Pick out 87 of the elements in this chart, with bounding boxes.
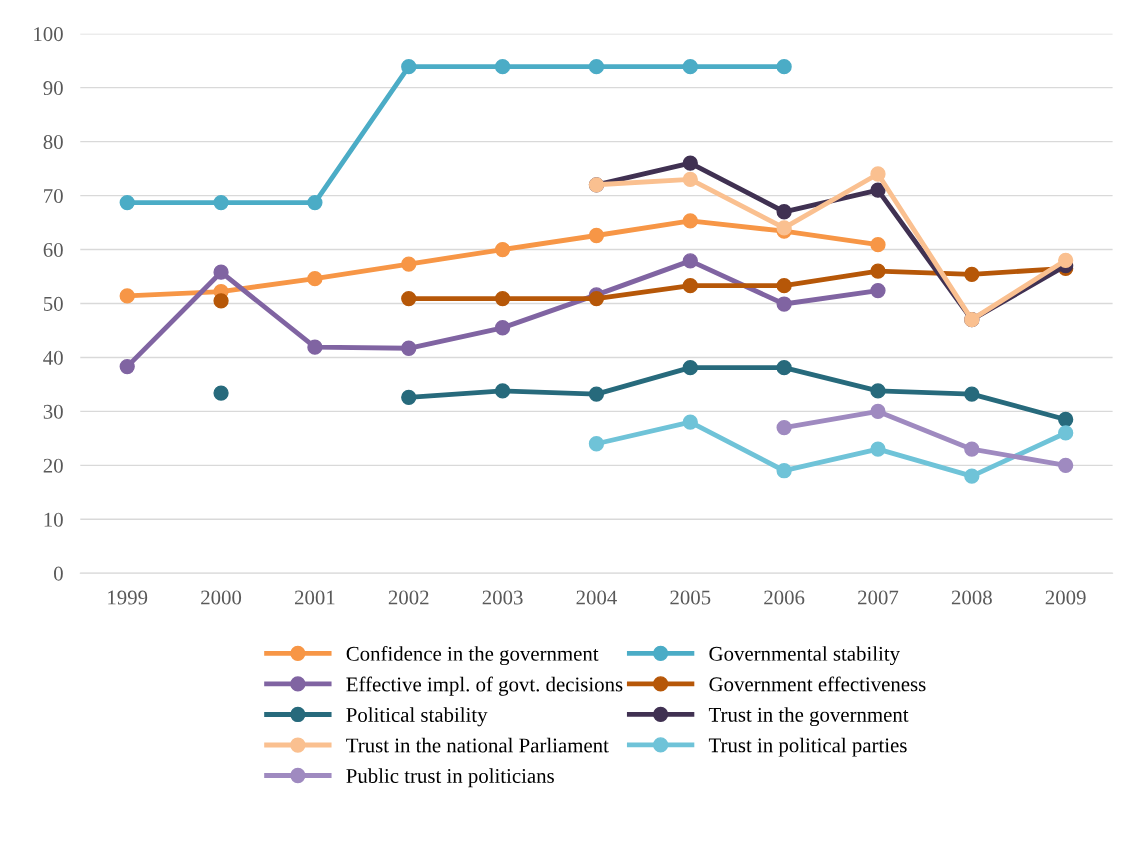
point (1058, 425, 1074, 441)
point (870, 403, 886, 420)
y-tick-label: 10 (44, 512, 63, 527)
point (870, 383, 886, 399)
point (776, 360, 792, 376)
y-tick-label: 30 (43, 404, 63, 419)
legend-label: Trust in political parties (708, 737, 907, 757)
point (401, 340, 417, 356)
x-tick-label: 2003 (482, 590, 523, 605)
legend-label: Trust in the government (708, 707, 909, 727)
point (870, 263, 886, 279)
point (588, 227, 605, 244)
point (776, 58, 792, 75)
point (588, 386, 605, 402)
legend-label: Trust in the national Parliament (346, 737, 609, 753)
point (307, 194, 323, 211)
point (588, 436, 605, 452)
x-tick-label: 2005 (670, 590, 711, 605)
point (776, 278, 792, 294)
point (401, 256, 417, 272)
legend-label: Government effectiveness (709, 676, 926, 692)
point (119, 194, 135, 211)
x-tick-label: 2009 (1045, 590, 1086, 605)
x-tick-label: 2002 (388, 590, 429, 605)
x-tick-label: 2008 (951, 590, 992, 605)
point (213, 194, 229, 211)
point (682, 253, 698, 269)
point (870, 282, 886, 299)
point (870, 441, 886, 457)
point (682, 278, 698, 294)
point (494, 320, 511, 336)
point (1058, 411, 1074, 428)
legend-label: Political stability (346, 707, 488, 727)
y-tick-label: 40 (43, 350, 63, 365)
x-tick-label: 1999 (108, 590, 148, 605)
point (494, 58, 511, 75)
y-tick-label: 100 (34, 27, 63, 42)
point (870, 237, 886, 253)
point (307, 271, 323, 287)
point (964, 386, 980, 402)
y-tick-label: 20 (43, 458, 63, 473)
point (870, 182, 886, 198)
point (588, 58, 605, 75)
point (682, 414, 698, 430)
point (588, 290, 605, 307)
point (682, 360, 698, 376)
legend-label: Public trust in politicians (346, 768, 554, 788)
legend-label: Effective impl. of govt. decisions (346, 676, 623, 696)
point (682, 171, 698, 188)
legend-label: Governmental stability (709, 646, 900, 666)
point (1058, 252, 1074, 268)
y-tick-label: 90 (43, 81, 63, 96)
point (401, 389, 417, 405)
point (494, 383, 511, 399)
y-tick-label: 70 (44, 188, 63, 204)
x-tick-label: 2006 (764, 590, 805, 605)
point (401, 290, 417, 307)
y-tick-label: 50 (44, 296, 63, 311)
point (964, 468, 980, 484)
point (494, 290, 511, 307)
point (682, 155, 698, 171)
point (870, 166, 886, 182)
x-tick-label: 2004 (576, 590, 617, 605)
x-tick-label: 2000 (201, 590, 242, 605)
y-tick-label: 0 (54, 566, 63, 581)
point (213, 385, 229, 401)
y-tick-label: 80 (43, 135, 63, 150)
point (213, 264, 229, 280)
point (119, 358, 135, 375)
legend-label: Confidence in the government (346, 645, 599, 666)
y-tick-label: 60 (43, 242, 63, 257)
point (964, 441, 980, 457)
x-tick-label: 2001 (294, 590, 335, 605)
point (119, 288, 135, 304)
point (307, 339, 323, 355)
point (494, 241, 511, 258)
point (964, 266, 980, 282)
point (401, 58, 417, 75)
point (682, 213, 698, 229)
point (776, 419, 792, 436)
point (776, 463, 792, 479)
point (776, 296, 792, 312)
point (682, 58, 698, 75)
point (213, 293, 229, 309)
point (1058, 457, 1074, 473)
point (776, 204, 792, 220)
x-tick-label: 2007 (858, 590, 899, 605)
